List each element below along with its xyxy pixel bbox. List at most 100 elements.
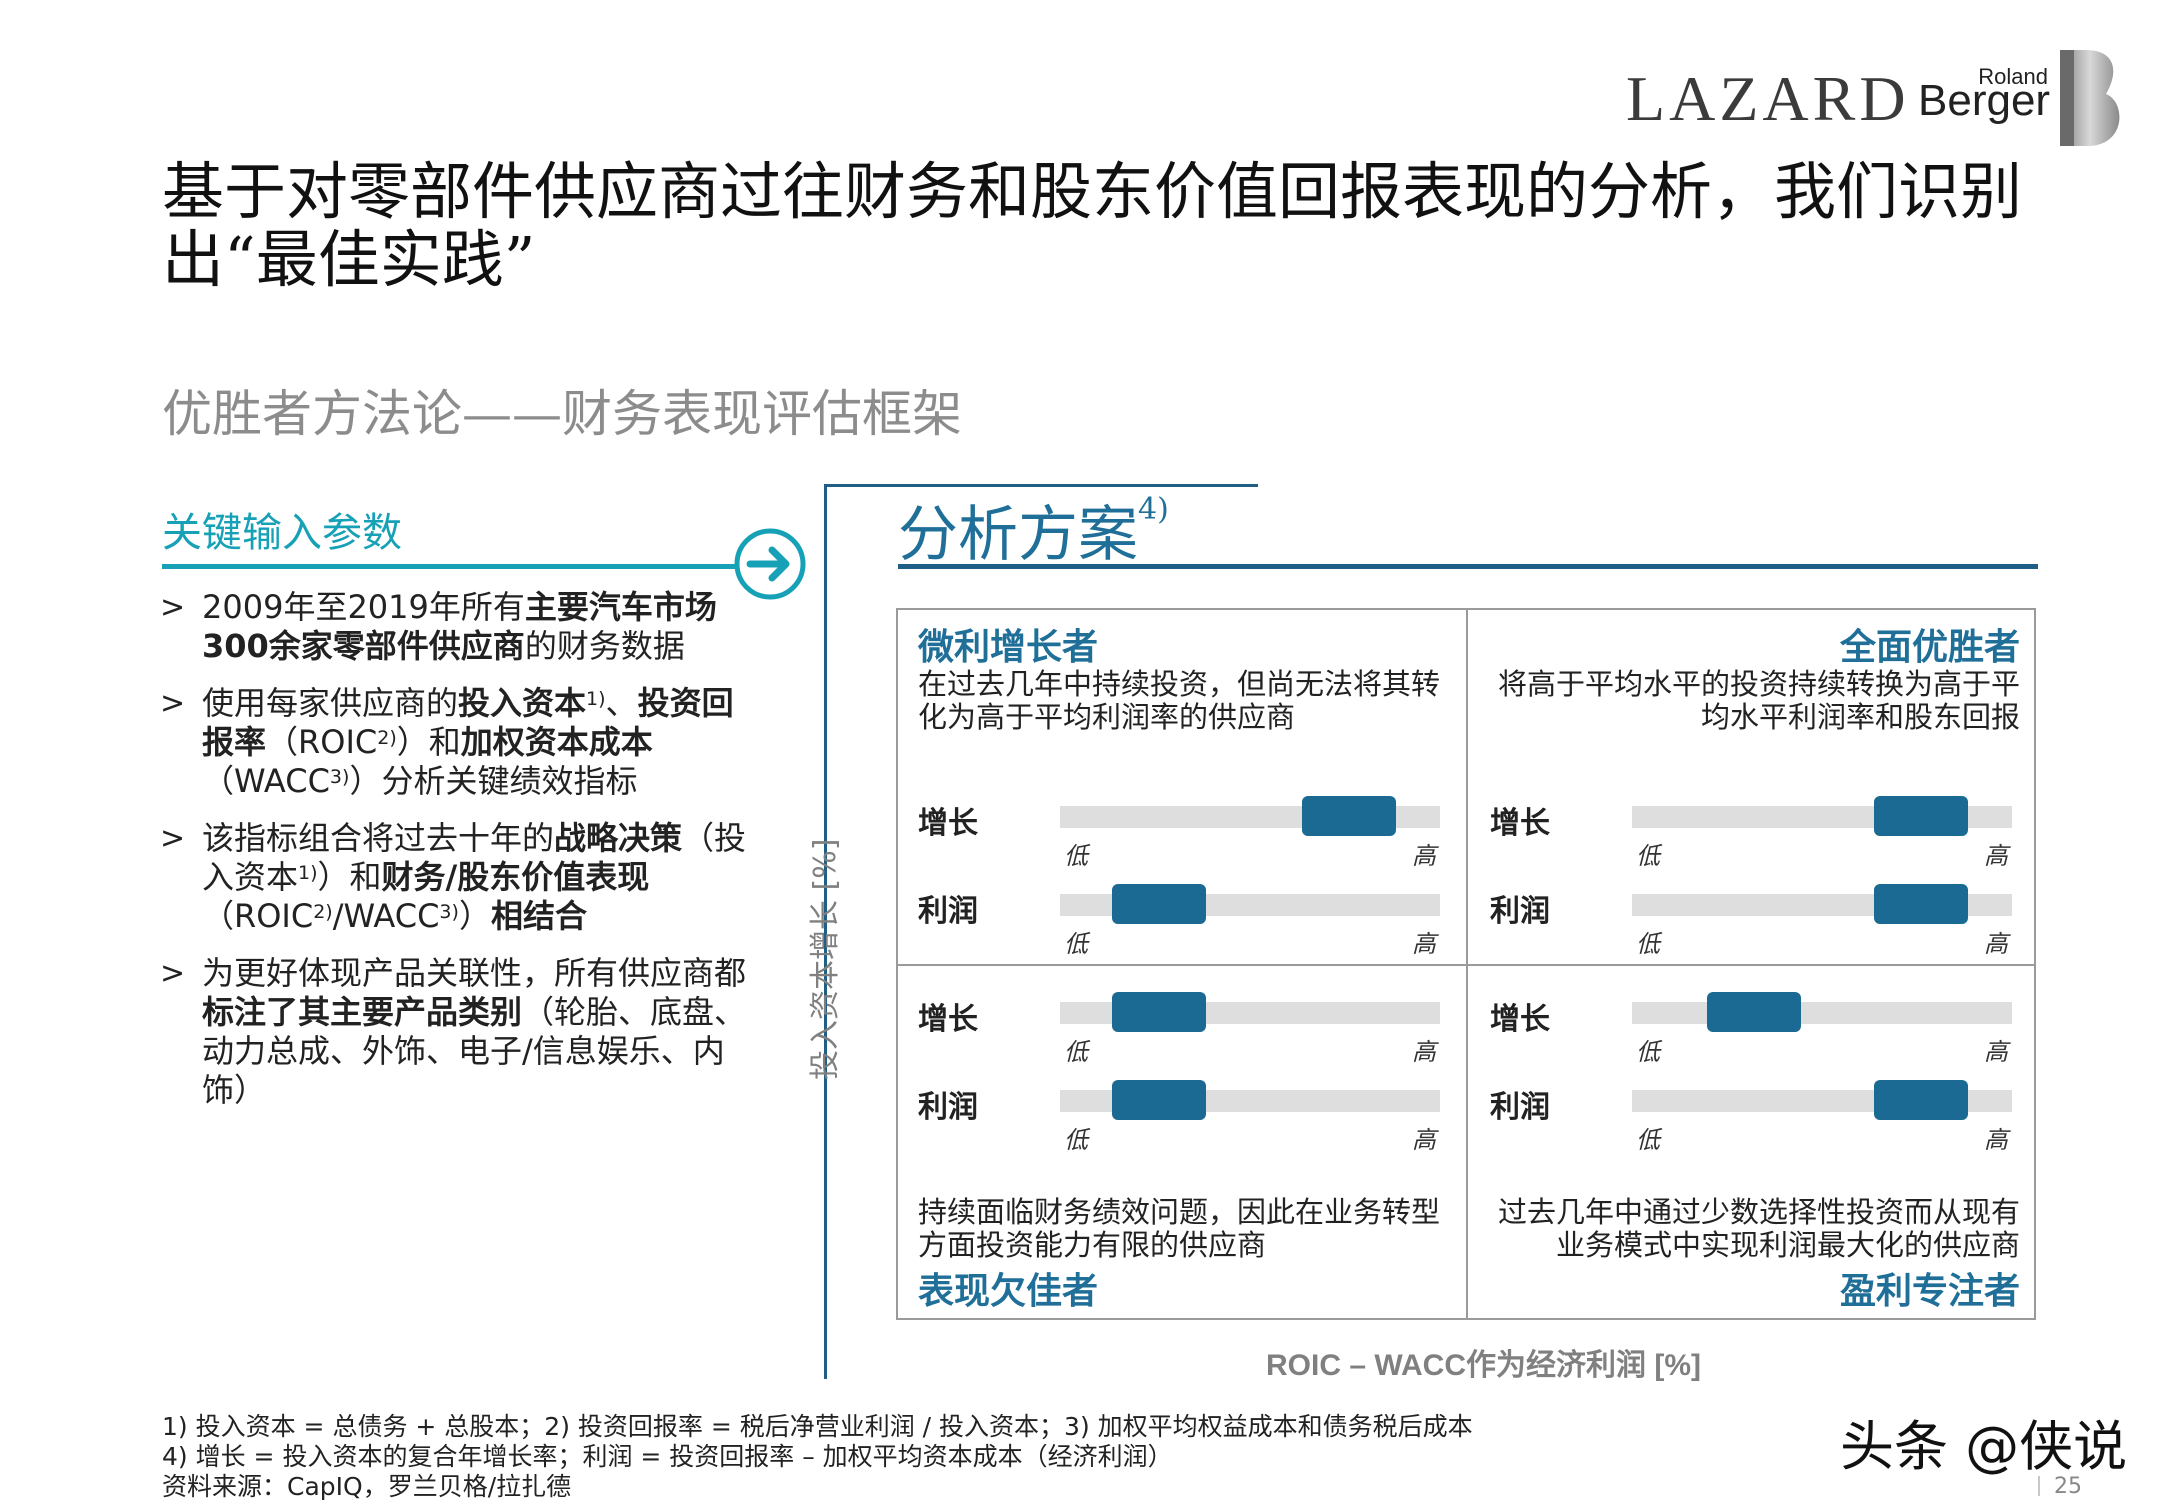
quadrant-desc-underperformers: 持续面临财务绩效问题，因此在业务转型方面投资能力有限的供应商	[918, 1195, 1441, 1262]
bullet-text: 投资回报率	[202, 684, 734, 761]
bullet-text: 标注了其主要产品类别	[202, 993, 523, 1031]
scale-low-label: 低	[1064, 1126, 1088, 1154]
scale-low-label: 低	[1636, 1126, 1660, 1154]
scale-high-label: 高	[1412, 842, 1436, 870]
footnote-ref: 2)	[313, 901, 333, 923]
growth-row-label: 增长	[918, 806, 978, 841]
bullet-text: （ROIC	[266, 723, 378, 761]
bullet-text: 相结合	[490, 897, 587, 935]
key-input-bullet: > 该指标组合将过去十年的战略决策（投入资本1)）和财务/股东价值表现 （ROIC2…	[160, 819, 760, 936]
profit-level-marker	[1111, 884, 1206, 924]
page-subtitle: 优胜者方法论——财务表现评估框架	[162, 385, 962, 443]
bullet-text: 为更好体现产品关联性，所有供应商都	[202, 954, 747, 992]
matrix-horizontal-divider	[896, 964, 2036, 966]
bullet-text: 财务/股东价值表现	[381, 858, 650, 896]
roland-logo-text: Roland	[1978, 64, 2048, 89]
key-inputs-heading: 关键输入参数	[162, 510, 402, 556]
chevron-right-icon: >	[160, 821, 186, 856]
chevron-right-icon: >	[160, 686, 186, 721]
bullet-text: （轮胎、底盘、动力总成、外饰、电子/信息娱乐、内饰）	[202, 993, 747, 1109]
profit-row-label: 利润	[918, 894, 978, 929]
quadrant-desc-marginal-growers: 在过去几年中持续投资，但尚无法将其转化为高于平均利润率的供应商	[918, 667, 1441, 734]
bullet-text: ）分析关键绩效指标	[349, 762, 638, 800]
bullet-text: ）	[458, 897, 491, 935]
scale-low-label: 低	[1064, 930, 1088, 958]
analysis-rule	[898, 564, 2038, 569]
page-title: 基于对零部件供应商过往财务和股东价值回报表现的分析，我们识别出“最佳实践”	[162, 155, 2023, 296]
scale-low-label: 低	[1636, 842, 1660, 870]
bullet-text: （投入资本	[202, 819, 747, 896]
analysis-title-footnote: 4)	[1138, 492, 1169, 527]
footnote-line: 1) 投入资本 = 总债务 + 总股本；2) 投资回报率 = 税后净营业利润 /…	[162, 1412, 1473, 1441]
growth-level-marker	[1111, 992, 1206, 1032]
footnote-ref: 3)	[329, 766, 350, 788]
bullet-text: 的财务数据	[524, 627, 685, 665]
growth-level-marker	[1706, 992, 1801, 1032]
key-input-bullet: > 使用每家供应商的投入资本1)、投资回报率（ROIC2)）和加权资本成本 （WAC…	[160, 684, 760, 801]
roland-berger-b-mark-icon	[2060, 50, 2120, 146]
arrow-right-circle-icon	[734, 528, 806, 600]
page-number: 25	[2054, 1474, 2082, 1499]
footnote-line: 4) 增长 = 投入资本的复合年增长率；利润 = 投资回报率 – 加权平均资本成…	[162, 1442, 1173, 1471]
scale-low-label: 低	[1636, 930, 1660, 958]
scale-high-label: 高	[1984, 1038, 2008, 1066]
watermark: 头条 @侠说	[1840, 1415, 2128, 1478]
footnotes: 1) 投入资本 = 总债务 + 总股本；2) 投资回报率 = 税后净营业利润 /…	[162, 1412, 1473, 1502]
footnote-line: 资料来源：CapIQ，罗兰贝格/拉扎德	[162, 1472, 572, 1501]
x-axis-label: ROIC – WACC作为经济利润 [%]	[1266, 1349, 1701, 1382]
bullet-text: /WACC	[332, 897, 440, 935]
footnote-ref: 2)	[377, 727, 397, 749]
analysis-frame-left	[824, 486, 827, 1379]
scale-high-label: 高	[1412, 1038, 1436, 1066]
growth-level-marker	[1301, 796, 1396, 836]
profit-row-label: 利润	[918, 1090, 978, 1125]
bullet-text: （ROIC	[202, 897, 314, 935]
bullet-text: 投入资本	[458, 684, 587, 722]
growth-row-label: 增长	[918, 1002, 978, 1037]
growth-row-label: 增长	[1490, 806, 1550, 841]
footnote-ref: 1)	[298, 862, 318, 884]
scale-low-label: 低	[1064, 1038, 1088, 1066]
bullet-text: 该指标组合将过去十年的	[202, 819, 555, 857]
bullet-text: 主要汽车市场300余家零部件供应商	[202, 588, 717, 665]
quadrant-title-underperformers: 表现欠佳者	[918, 1271, 1099, 1312]
bullet-text: ）和	[396, 723, 461, 761]
scale-high-label: 高	[1412, 930, 1436, 958]
bullet-text: （WACC	[202, 762, 330, 800]
quadrant-title-all-round-winners: 全面优胜者	[1839, 627, 2020, 668]
key-inputs-rule	[162, 564, 742, 569]
growth-row-label: 增长	[1490, 1002, 1550, 1037]
profit-level-marker	[1873, 884, 1968, 924]
profit-row-label: 利润	[1490, 1090, 1550, 1125]
scale-high-label: 高	[1412, 1126, 1436, 1154]
bullet-text: 加权资本成本	[460, 723, 653, 761]
bullet-text: 2009年至2019年所有	[202, 588, 525, 626]
growth-level-marker	[1873, 796, 1968, 836]
scale-high-label: 高	[1984, 930, 2008, 958]
growth-level-track	[1632, 1002, 2012, 1024]
scale-high-label: 高	[1984, 1126, 2008, 1154]
chevron-right-icon: >	[160, 590, 186, 625]
footnote-ref: 3)	[439, 901, 459, 923]
bullet-text: ）和	[317, 858, 382, 896]
bullet-text: 战略决策	[554, 819, 683, 857]
analysis-title-text: 分析方案	[898, 500, 1138, 570]
quadrant-desc-profit-focusers: 过去几年中通过少数选择性投资而从现有业务模式中实现利润最大化的供应商	[1497, 1195, 2020, 1262]
chevron-right-icon: >	[160, 956, 186, 991]
key-input-bullet: > 为更好体现产品关联性，所有供应商都标注了其主要产品类别（轮胎、底盘、动力总成、…	[160, 954, 760, 1110]
key-inputs-list: >2009年至2019年所有主要汽车市场300余家零部件供应商的财务数据 > 使用每…	[160, 588, 760, 1128]
bullet-text: 、	[605, 684, 638, 722]
lazard-logo: LAZARD	[1626, 63, 1910, 134]
quadrant-title-profit-focusers: 盈利专注者	[1839, 1271, 2020, 1312]
profit-level-marker	[1111, 1080, 1206, 1120]
scale-low-label: 低	[1064, 842, 1088, 870]
page-number-divider	[2038, 1476, 2040, 1496]
analysis-frame-top	[824, 484, 1258, 487]
footnote-ref: 1)	[586, 688, 606, 710]
profit-row-label: 利润	[1490, 894, 1550, 929]
analysis-title: 分析方案4)	[898, 486, 1169, 573]
y-axis-label: 投入资本增长 [%]	[808, 838, 843, 1080]
berger-logo-text: Berger	[1918, 76, 2051, 125]
key-input-bullet: >2009年至2019年所有主要汽车市场300余家零部件供应商的财务数据	[160, 588, 760, 666]
bullet-text: 使用每家供应商的	[202, 684, 459, 722]
